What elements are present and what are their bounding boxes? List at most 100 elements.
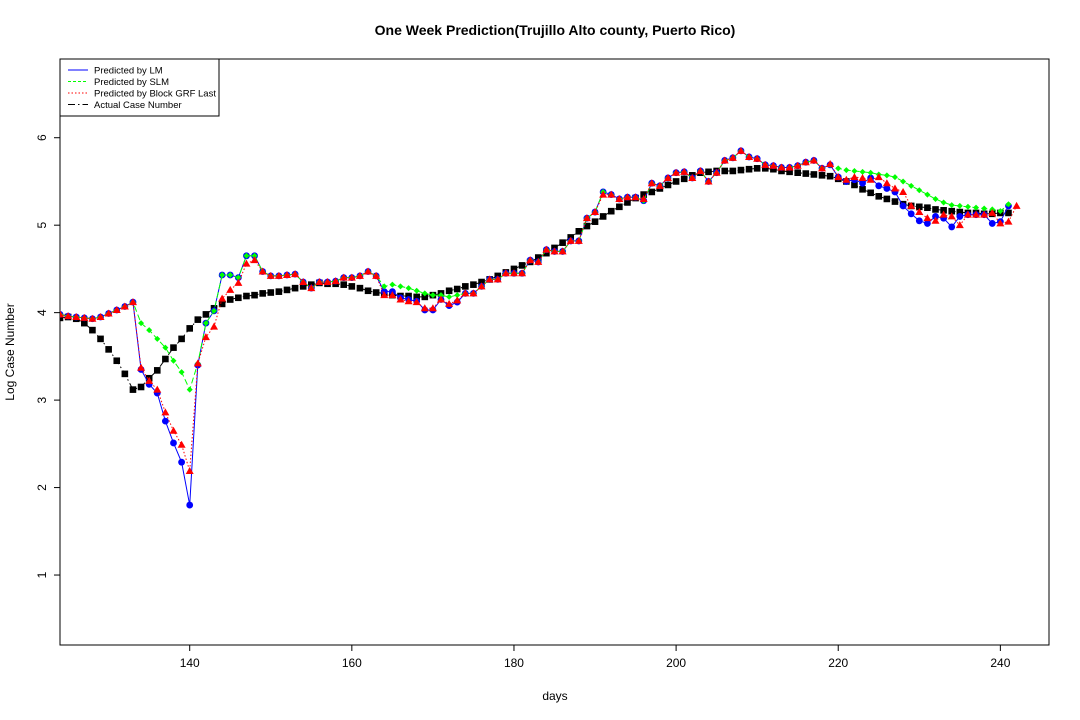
series-3-point-13: [162, 355, 169, 363]
series-2-point-78: [688, 173, 697, 181]
series-3-point-101: [875, 193, 883, 200]
series-3-point-52: [478, 278, 485, 286]
series-2-point-8: [120, 302, 129, 310]
series-1-point-48: [446, 293, 453, 300]
chart-title: One Week Prediction(Trujillo Alto county…: [375, 22, 736, 38]
legend-label-0: Predicted by LM: [94, 66, 163, 77]
series-1-point-16: [186, 386, 193, 393]
x-tick-label-2: 180: [504, 656, 524, 670]
series-2-point-113: [972, 210, 981, 218]
series-2-point-16: [185, 466, 194, 474]
series-2-point-39: [372, 271, 381, 279]
series-2-point-51: [469, 289, 478, 297]
series-1-point-19: [211, 307, 218, 314]
series-2-point-89: [777, 163, 786, 171]
series-1-point-43: [405, 285, 412, 292]
y-axis-label: Log Case Number: [3, 303, 17, 400]
series-2-point-26: [266, 271, 275, 279]
series-3-point-87: [761, 165, 769, 172]
series-1-point-46: [429, 292, 436, 299]
series-2-point-101: [874, 173, 883, 181]
series-3-point-65: [583, 222, 591, 230]
series-1-point-104: [900, 178, 907, 185]
legend-box: [59, 58, 220, 117]
series-3-point-7: [113, 357, 121, 365]
series-3-point-83: [729, 167, 737, 175]
series-2-point-12: [153, 385, 162, 393]
series-0: [60, 147, 1012, 509]
series-3-point-107: [924, 204, 931, 211]
series-1: [60, 147, 1012, 393]
series-0-point-14: [170, 439, 177, 447]
series-1-point-102: [883, 172, 890, 179]
series-3-point-99: [859, 186, 866, 193]
series-3-point-73: [648, 188, 656, 196]
series-1-point-111: [956, 202, 963, 209]
series-3-point-103: [891, 198, 899, 205]
series-3-point-51: [470, 281, 477, 288]
series-3-point-10: [137, 383, 145, 391]
series-3-point-72: [640, 191, 647, 198]
series-2-point-64: [574, 236, 583, 244]
series-2-point-117: [1004, 217, 1013, 225]
series-3-point-67: [599, 213, 607, 220]
series-1-point-21: [227, 272, 234, 279]
series-3-point-6: [105, 346, 112, 353]
series-2-point-63: [566, 236, 575, 244]
series-1-point-15: [178, 369, 185, 376]
series-3-point-117: [1005, 209, 1012, 217]
series-2-point-73: [647, 179, 656, 187]
series-0-point-115: [988, 220, 996, 227]
series-2-point-29: [291, 270, 300, 278]
y-tick-label-0: 1: [35, 571, 49, 578]
series-0-point-102: [883, 185, 891, 192]
series-1-point-10: [138, 320, 145, 327]
series-2-point-96: [834, 173, 843, 181]
series-3-point-77: [680, 175, 688, 183]
series-3-point-16: [186, 325, 194, 332]
series-1-point-98: [851, 167, 858, 174]
series-2-point-110: [947, 212, 956, 220]
series-2-point-32: [315, 278, 324, 286]
series-3-point-38: [364, 287, 372, 295]
series-2-point-23: [242, 259, 251, 267]
series-2-point-30: [299, 278, 308, 286]
series-2-point-90: [785, 163, 794, 171]
series-2-point-10: [137, 363, 146, 371]
series-2-point-88: [769, 161, 778, 169]
series-2-point-21: [226, 285, 235, 293]
series-2-point-11: [145, 376, 154, 384]
series-2-point-34: [331, 277, 340, 285]
series-3-point-69: [616, 203, 623, 211]
series-3-point-106: [915, 203, 923, 211]
series-2-point-68: [607, 190, 616, 198]
series-2-point-74: [655, 181, 664, 189]
series-2-point-65: [582, 214, 591, 222]
series-3-point-88: [770, 165, 777, 173]
series-3: [60, 165, 1012, 393]
series-2-point-24: [250, 256, 259, 264]
series-3-point-111: [956, 208, 964, 216]
series-2-point-92: [801, 158, 810, 166]
series-3-point-9: [129, 386, 137, 393]
series-2-point-3: [80, 313, 89, 321]
series-0-point-13: [161, 417, 169, 425]
series-2-point-82: [720, 156, 729, 164]
y-tick-label-4: 5: [35, 222, 49, 229]
series-1-point-117: [1005, 201, 1012, 208]
series-2-point-1: [64, 312, 73, 320]
series-3-point-27: [275, 288, 283, 295]
series-2-point-22: [234, 278, 243, 286]
series-1-point-97: [843, 167, 850, 174]
series-0-point-111: [956, 213, 964, 220]
series-3-point-82: [721, 167, 729, 175]
series-2-point-58: [526, 256, 535, 264]
series-2-point-53: [485, 275, 494, 283]
series-2-point-66: [591, 208, 600, 216]
series-layer: [60, 146, 1021, 509]
series-3-point-5: [97, 335, 104, 343]
series-1-point-107: [924, 191, 931, 198]
series-2-point-84: [736, 146, 745, 154]
series-2-point-98: [850, 173, 859, 181]
